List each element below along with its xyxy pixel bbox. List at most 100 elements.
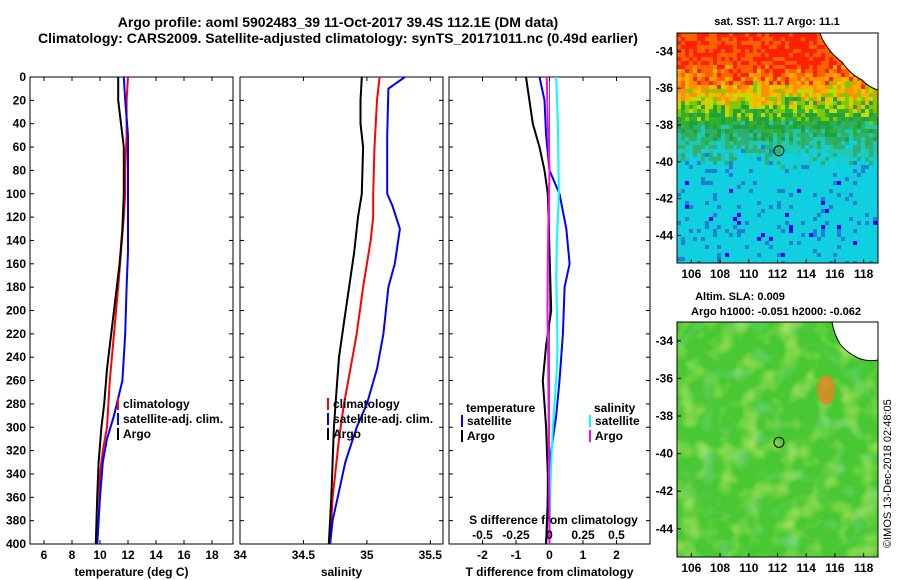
sst-cell <box>793 41 797 45</box>
sst-cell <box>733 249 737 253</box>
sst-cell <box>681 181 685 185</box>
sst-cell <box>721 117 725 121</box>
sst-cell <box>729 173 733 177</box>
sst-cell <box>805 229 809 233</box>
sst-cell <box>709 37 713 41</box>
sst-cell <box>705 161 709 165</box>
sst-cell <box>709 217 713 221</box>
sst-cell <box>733 193 737 197</box>
sst-cell <box>709 45 713 49</box>
sst-cell <box>769 137 773 141</box>
sst-cell <box>701 165 705 169</box>
sst-cell <box>757 157 761 161</box>
sst-land-mask <box>819 33 878 91</box>
sst-cell <box>737 69 741 73</box>
sst-cell <box>741 177 745 181</box>
sst-cell <box>781 221 785 225</box>
sst-cell <box>829 97 833 101</box>
sst-cell <box>745 145 749 149</box>
sst-cell <box>801 105 805 109</box>
sst-cell <box>833 241 837 245</box>
sst-cell <box>821 49 825 53</box>
sst-cell <box>777 121 781 125</box>
sst-cell <box>785 129 789 133</box>
sst-cell <box>785 97 789 101</box>
sst-cell <box>713 229 717 233</box>
sst-cell <box>853 181 857 185</box>
sst-cell <box>729 77 733 81</box>
sst-cell <box>825 113 829 117</box>
sst-cell <box>865 245 869 249</box>
sst-cell <box>793 201 797 205</box>
sst-cell <box>777 97 781 101</box>
sst-cell <box>813 49 817 53</box>
sst-cell <box>705 37 709 41</box>
sst-cell <box>681 133 685 137</box>
sst-cell <box>717 205 721 209</box>
sst-cell <box>773 81 777 85</box>
sst-cell <box>693 45 697 49</box>
sst-cell <box>697 85 701 89</box>
sst-cell <box>781 49 785 53</box>
sst-cell <box>725 249 729 253</box>
sst-cell <box>821 145 825 149</box>
sst-cell <box>869 213 873 217</box>
sst-cell <box>785 169 789 173</box>
sst-cell <box>773 221 777 225</box>
sst-cell <box>793 49 797 53</box>
sst-cell <box>729 141 733 145</box>
sst-cell <box>709 105 713 109</box>
sst-cell <box>737 97 741 101</box>
sst-cell <box>869 133 873 137</box>
sst-cell <box>729 129 733 133</box>
sst-cell <box>681 209 685 213</box>
sst-cell <box>781 129 785 133</box>
sst-cell <box>861 201 865 205</box>
sst-cell <box>773 165 777 169</box>
sst-cell <box>741 229 745 233</box>
sst-cell <box>697 213 701 217</box>
sst-cell <box>817 61 821 65</box>
sst-cell <box>829 105 833 109</box>
sst-cell <box>873 177 877 181</box>
sst-cell <box>717 93 721 97</box>
sst-cell <box>833 169 837 173</box>
sst-cell <box>853 129 857 133</box>
sst-cell <box>845 97 849 101</box>
sst-cell <box>765 165 769 169</box>
sst-cell <box>821 73 825 77</box>
sst-cell <box>725 193 729 197</box>
sst-cell <box>677 73 681 77</box>
sst-cell <box>697 69 701 73</box>
sst-cell <box>697 137 701 141</box>
sst-cell <box>697 257 701 261</box>
sst-cell <box>849 121 853 125</box>
sst-cell <box>701 181 705 185</box>
sst-cell <box>841 105 845 109</box>
sst-cell <box>737 261 741 263</box>
sst-cell <box>737 229 741 233</box>
sst-cell <box>705 89 709 93</box>
sst-cell <box>817 169 821 173</box>
sst-cell <box>861 217 865 221</box>
sst-cell <box>845 109 849 113</box>
sst-cell <box>813 181 817 185</box>
sst-cell <box>857 225 861 229</box>
sst-cell <box>721 237 725 241</box>
sst-cell <box>709 257 713 261</box>
sst-cell <box>853 117 857 121</box>
sst-cell <box>693 109 697 113</box>
sst-cell <box>689 149 693 153</box>
sst-cell <box>749 181 753 185</box>
sst-cell <box>717 189 721 193</box>
sst-cell <box>769 245 773 249</box>
sst-cell <box>833 101 837 105</box>
sst-cell <box>793 217 797 221</box>
sst-cell <box>737 181 741 185</box>
sst-cell <box>805 189 809 193</box>
sst-cell <box>725 181 729 185</box>
sst-cell <box>757 85 761 89</box>
sst-cell <box>717 61 721 65</box>
sst-cell <box>681 65 685 69</box>
sst-cell <box>865 181 869 185</box>
